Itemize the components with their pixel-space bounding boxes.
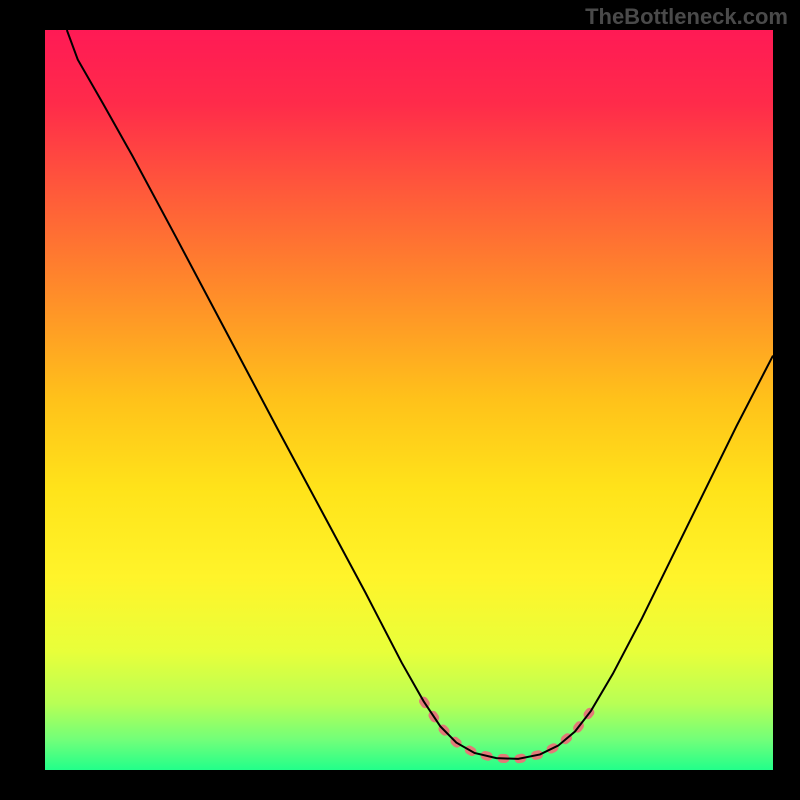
- chart-container: TheBottleneck.com: [0, 0, 800, 800]
- gradient-background: [45, 30, 773, 770]
- watermark-text: TheBottleneck.com: [585, 4, 788, 30]
- plot-area: [45, 30, 773, 770]
- chart-svg: [45, 30, 773, 770]
